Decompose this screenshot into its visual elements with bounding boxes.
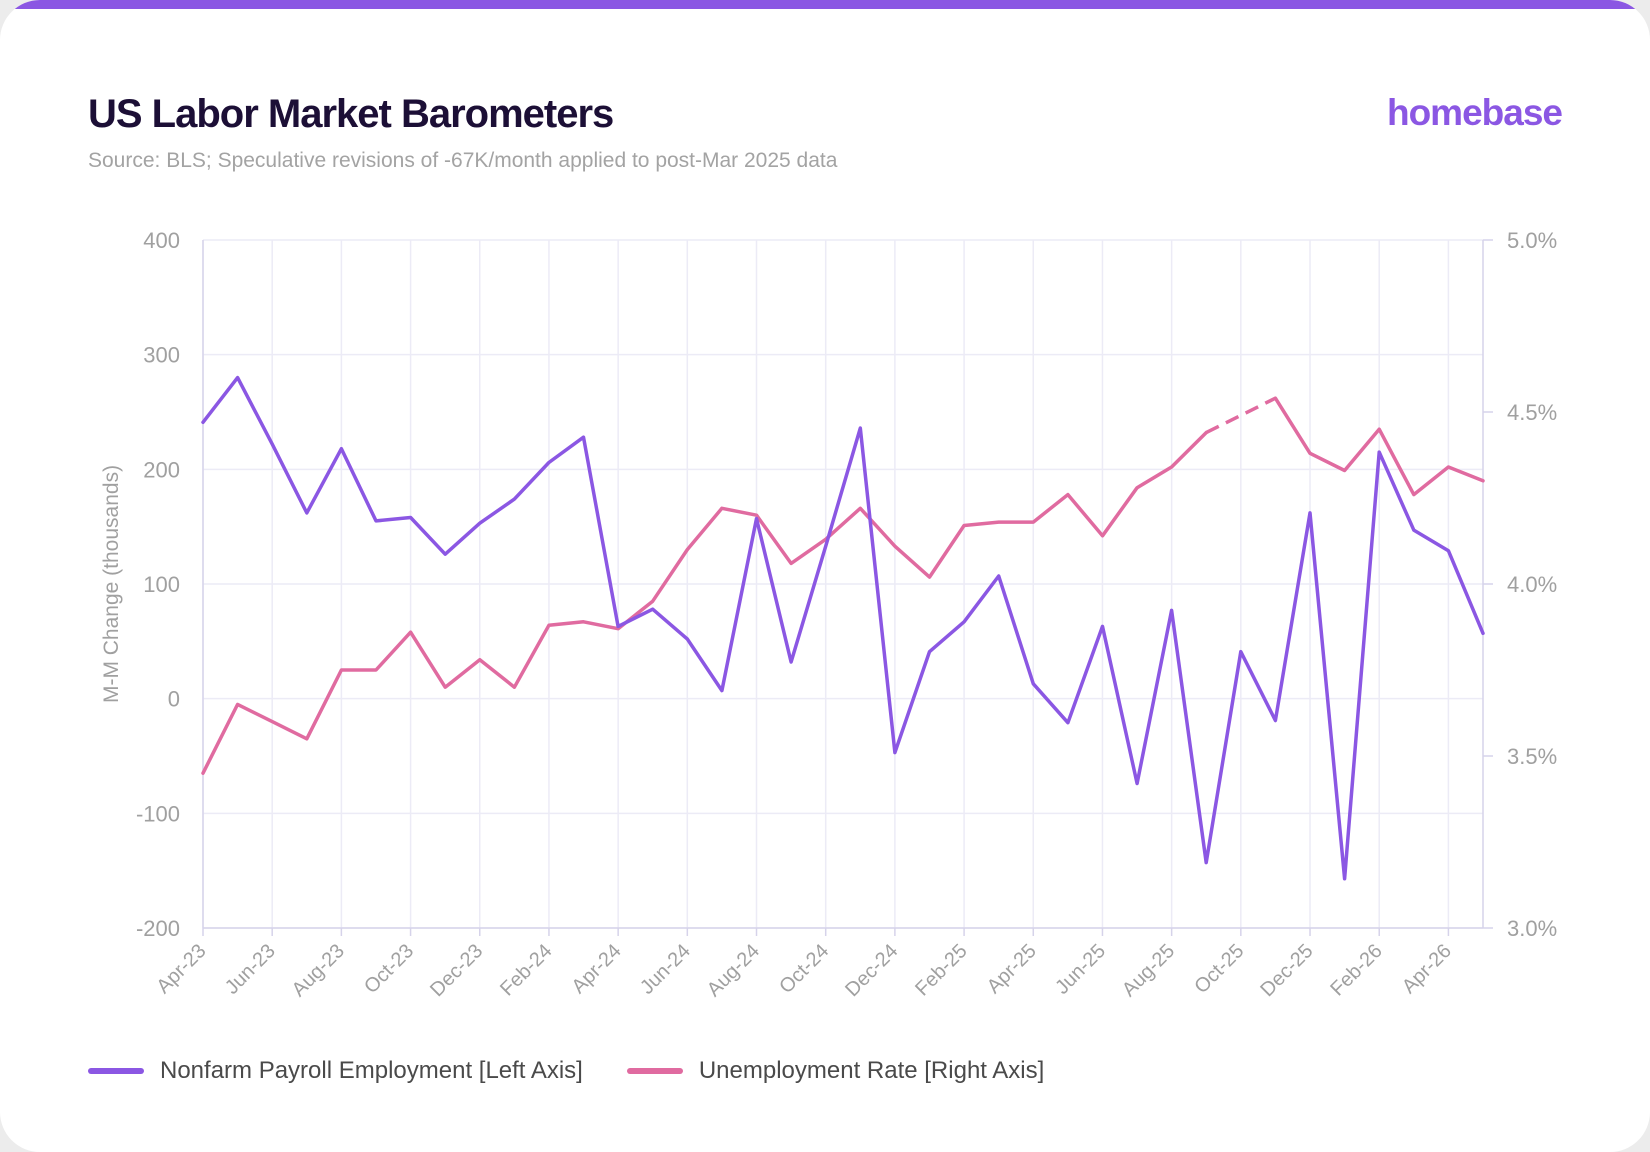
x-tick-label: Aug-24: [703, 940, 764, 1001]
x-tick-label: Feb-26: [1326, 940, 1386, 1000]
series-line-unemployment: [1273, 396, 1485, 497]
x-tick-label: Feb-25: [911, 940, 971, 1000]
y-tick-label-left: 400: [143, 228, 180, 253]
y-tick-label-left: -200: [136, 916, 180, 941]
x-tick-label: Aug-25: [1118, 940, 1179, 1001]
y-tick-label-right: 4.5%: [1507, 400, 1557, 425]
x-tick-label: Oct-24: [775, 940, 833, 998]
y-tick-label-right: 3.0%: [1507, 916, 1557, 941]
x-tick-label: Jun-23: [221, 940, 280, 999]
x-tick-label: Dec-24: [841, 940, 902, 1001]
legend-swatch-unemployment: [626, 1068, 683, 1074]
y-tick-label-left: 300: [143, 343, 180, 368]
x-tick-label: Feb-24: [496, 940, 556, 1000]
y-tick-label-right: 4.0%: [1507, 572, 1557, 597]
legend-item-unemployment: Unemployment Rate [Right Axis]: [626, 1057, 1045, 1085]
x-tick-label: Oct-25: [1190, 940, 1248, 998]
chart-subtitle: Source: BLS; Speculative revisions of -6…: [88, 149, 838, 172]
x-tick-label: Dec-25: [1256, 940, 1317, 1001]
series-line-payroll: [201, 375, 1485, 881]
x-tick-label: Dec-23: [426, 940, 487, 1001]
x-tick-label: Aug-23: [288, 940, 349, 1001]
x-tick-label: Oct-23: [360, 940, 418, 998]
x-tick-label: Apr-25: [983, 940, 1041, 998]
x-tick-label: Apr-26: [1398, 940, 1456, 998]
series-line-unemployment-dashed: [1205, 396, 1277, 435]
x-tick-label: Jun-24: [636, 940, 695, 999]
y-tick-label-left: 200: [143, 457, 180, 482]
y-tick-label-left: -100: [136, 801, 180, 826]
y-tick-label-left: 0: [168, 687, 180, 712]
brand-logo: homebase: [1386, 92, 1563, 133]
y-tick-label-left: 100: [143, 572, 180, 597]
y-axis-title-left: M-M Change (thousands): [100, 465, 123, 703]
chart-title: US Labor Market Barometers: [88, 92, 614, 136]
legend-label-unemployment: Unemployment Rate [Right Axis]: [698, 1057, 1045, 1084]
x-tick-label: Apr-23: [153, 940, 211, 998]
x-tick-label: Jun-25: [1051, 940, 1110, 999]
x-tick-label: Apr-24: [568, 940, 626, 998]
legend-item-payroll: Nonfarm Payroll Employment [Left Axis]: [88, 1057, 583, 1085]
y-tick-label-right: 5.0%: [1507, 228, 1557, 253]
legend-label-payroll: Nonfarm Payroll Employment [Left Axis]: [160, 1057, 583, 1084]
accent-bar: [0, 0, 1650, 9]
legend: Nonfarm Payroll Employment [Left Axis] U…: [88, 1057, 1044, 1085]
y-tick-label-right: 3.5%: [1507, 744, 1557, 769]
legend-swatch-payroll: [88, 1068, 144, 1074]
series-line-unemployment: [201, 430, 1208, 775]
